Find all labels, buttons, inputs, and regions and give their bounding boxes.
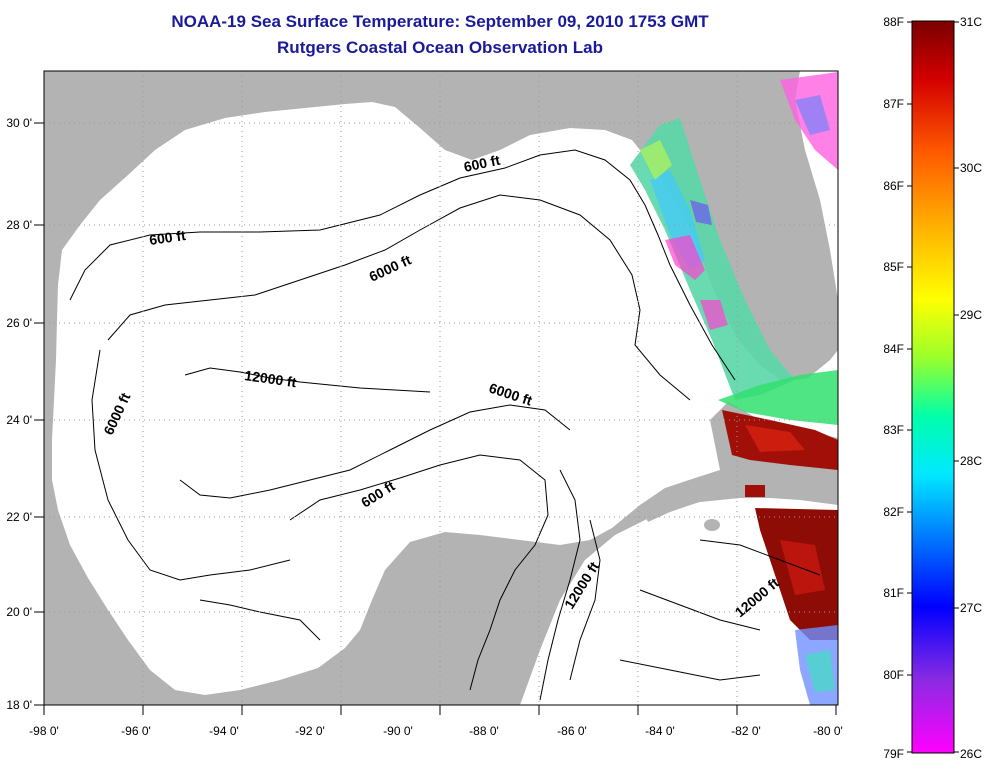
contour-6000ft <box>107 194 691 401</box>
contour-6000ft <box>539 469 581 701</box>
lon-label: -98 0' <box>29 724 59 738</box>
map-subtitle: Rutgers Coastal Ocean Observation Lab <box>277 38 603 57</box>
colorbar-c-label: 26C <box>960 747 982 761</box>
longitude-labels: -98 0' -96 0' -94 0' -92 0' -90 0' -88 0… <box>29 724 843 738</box>
colorbar-f-label: 85F <box>883 260 904 274</box>
colorbar-c-label: 27C <box>960 601 982 615</box>
colorbar-f-label: 80F <box>883 668 904 682</box>
contour-600ft <box>69 149 736 381</box>
lon-label: -86 0' <box>557 724 587 738</box>
bathymetry-contours <box>69 149 821 701</box>
map-frame <box>43 70 839 706</box>
lat-label: 20 0' <box>6 605 32 619</box>
contour-12000ft <box>179 404 571 499</box>
colorbar-c-label: 29C <box>960 308 982 322</box>
latitude-labels: 30 0' 28 0' 26 0' 24 0' 22 0' 20 0' 18 0… <box>6 116 32 712</box>
lon-label: -96 0' <box>121 724 151 738</box>
contour-detail <box>639 589 761 631</box>
colorbar-f-label: 81F <box>883 586 904 600</box>
contour-label-600ft: 600 ft <box>462 152 501 175</box>
contour-detail <box>619 659 761 681</box>
colorbar-f-label: 83F <box>883 423 904 437</box>
island <box>704 519 720 531</box>
colorbar-c-label: 28C <box>960 454 982 468</box>
contour-label-600ft: 600 ft <box>148 227 187 248</box>
contour-label-12000ft: 12000 ft <box>244 367 298 390</box>
colorbar-f-label: 79F <box>883 747 904 761</box>
lon-label: -90 0' <box>383 724 413 738</box>
lat-label: 30 0' <box>6 116 32 130</box>
island <box>790 262 810 278</box>
colorbar-c-label: 31C <box>960 15 982 29</box>
lat-label: 26 0' <box>6 316 32 330</box>
map-title: NOAA-19 Sea Surface Temperature: Septemb… <box>171 12 709 31</box>
colorbar-f-label: 84F <box>883 342 904 356</box>
colorbar-f-label: 82F <box>883 505 904 519</box>
axis-ticks <box>34 122 837 715</box>
lon-label: -84 0' <box>645 724 675 738</box>
colorbar: 88F 87F 86F 85F 84F 83F 82F 81F 80F 79F … <box>883 15 982 761</box>
contour-12000ft <box>699 539 821 576</box>
lat-label: 18 0' <box>6 698 32 712</box>
lon-label: -80 0' <box>813 724 843 738</box>
lat-label: 28 0' <box>6 218 32 232</box>
caribbean-water <box>520 498 838 705</box>
colorbar-f-label: 88F <box>883 15 904 29</box>
contour-6000ft <box>91 349 291 581</box>
lat-label: 22 0' <box>6 510 32 524</box>
colorbar-f-label: 86F <box>883 179 904 193</box>
sst-swath-straits <box>718 370 838 470</box>
sst-swath-florida <box>630 72 838 400</box>
colorbar-gradient <box>911 20 955 754</box>
lon-label: -88 0' <box>469 724 499 738</box>
colorbar-f-label: 87F <box>883 97 904 111</box>
contour-12000ft <box>569 519 601 681</box>
colorbar-c-label: 30C <box>960 161 982 175</box>
lon-label: -94 0' <box>209 724 239 738</box>
lat-label: 24 0' <box>6 413 32 427</box>
lon-label: -82 0' <box>731 724 761 738</box>
lon-label: -92 0' <box>295 724 325 738</box>
contour-12000ft <box>184 367 431 393</box>
cuba-island <box>640 470 838 522</box>
contour-600ft <box>289 454 549 691</box>
gulf-water <box>52 102 838 695</box>
graticule <box>44 71 838 705</box>
sst-swath-caribbean <box>745 485 838 705</box>
